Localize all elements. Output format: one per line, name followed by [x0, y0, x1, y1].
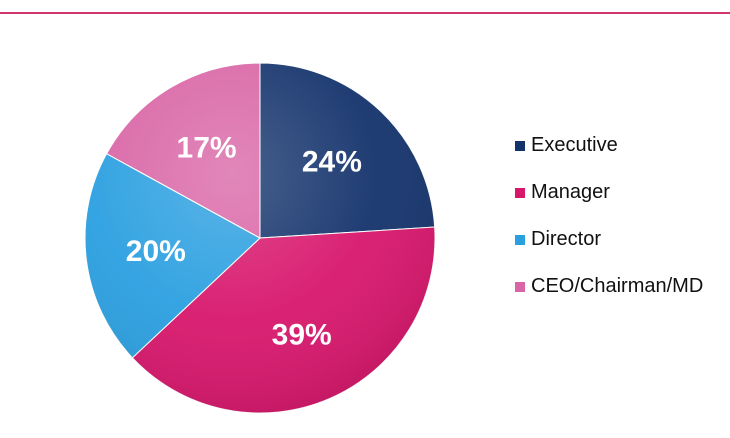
legend-label: Executive: [531, 134, 618, 156]
slice-label: 17%: [177, 132, 237, 165]
slice-label: 24%: [302, 145, 362, 178]
legend-label: Manager: [531, 181, 610, 203]
chart-area: 24% 39% 20% 17% Executive Manager Director CEO…: [0, 14, 730, 438]
legend: Executive Manager Director CEO/Chairman/MD: [515, 134, 703, 297]
legend-swatch: [515, 188, 525, 198]
header-divider: [0, 0, 730, 14]
pie-chart: 24% 39% 20% 17% Executive Manager Director CEO…: [84, 62, 703, 414]
slice-label: 39%: [272, 318, 332, 351]
legend-swatch: [515, 141, 525, 151]
legend-label: CEO/Chairman/MD: [531, 275, 703, 297]
legend-label: Director: [531, 228, 601, 250]
slice-label: 20%: [126, 235, 186, 268]
legend-swatch: [515, 235, 525, 245]
slice-labels: 24% 39% 20% 17%: [126, 132, 362, 352]
legend-swatch: [515, 282, 525, 292]
